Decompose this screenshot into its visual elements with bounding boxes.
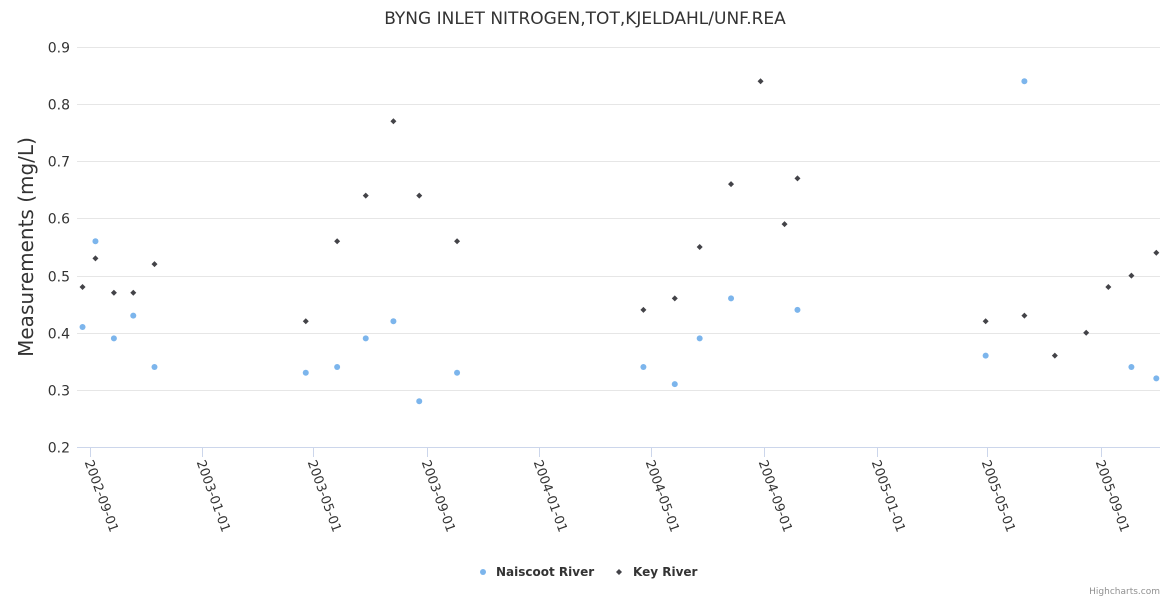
point-naiscoot-river-9[interactable] — [416, 398, 423, 405]
y-tick-label-4: 0.5 — [48, 270, 70, 286]
point-naiscoot-river-6[interactable] — [334, 364, 341, 370]
legend: Naiscoot River Key River — [480, 565, 698, 579]
point-naiscoot-river-5[interactable] — [302, 369, 309, 376]
point-key-river-21[interactable] — [1083, 329, 1090, 336]
legend-marker-key-river — [616, 569, 622, 575]
point-naiscoot-river-18[interactable] — [1128, 364, 1135, 370]
point-key-river-1[interactable] — [92, 255, 99, 262]
credits-link[interactable]: Highcharts.com — [1089, 587, 1160, 597]
point-naiscoot-river-7[interactable] — [362, 335, 369, 342]
point-naiscoot-river-8[interactable] — [390, 318, 397, 325]
point-naiscoot-river-11[interactable] — [640, 364, 647, 370]
point-naiscoot-river-12[interactable] — [671, 381, 678, 388]
point-key-river-4[interactable] — [151, 261, 158, 268]
point-naiscoot-river-10[interactable] — [454, 369, 461, 376]
point-key-river-22[interactable] — [1105, 284, 1112, 290]
point-key-river-16[interactable] — [781, 221, 788, 228]
series-naiscoot-river — [79, 78, 1160, 405]
y-axis-label: Measurements (mg/L) — [14, 137, 38, 357]
point-naiscoot-river-16[interactable] — [982, 352, 989, 359]
point-key-river-13[interactable] — [696, 244, 703, 250]
legend-marker-naiscoot-river — [480, 569, 486, 575]
y-tick-label-5: 0.4 — [48, 327, 70, 343]
point-key-river-6[interactable] — [334, 238, 341, 245]
y-tick-label-6: 0.3 — [48, 384, 70, 400]
point-key-river-11[interactable] — [640, 306, 647, 313]
point-naiscoot-river-2[interactable] — [110, 335, 117, 342]
point-naiscoot-river-3[interactable] — [130, 312, 137, 319]
point-key-river-23[interactable] — [1128, 272, 1135, 279]
point-naiscoot-river-15[interactable] — [794, 306, 801, 313]
y-tick-label-3: 0.6 — [48, 212, 70, 228]
gridlines — [77, 47, 1160, 391]
legend-label-naiscoot-river: Naiscoot River — [496, 565, 594, 579]
point-key-river-0[interactable] — [79, 284, 86, 290]
point-key-river-10[interactable] — [454, 238, 461, 245]
point-naiscoot-river-4[interactable] — [151, 364, 158, 370]
point-key-river-15[interactable] — [757, 78, 764, 85]
point-key-river-20[interactable] — [1051, 352, 1058, 359]
point-key-river-7[interactable] — [362, 192, 369, 199]
chart-title: BYNG INLET NITROGEN,TOT,KJELDAHL/UNF.REA — [384, 9, 786, 29]
series-key-river — [79, 78, 1160, 359]
point-naiscoot-river-17[interactable] — [1021, 78, 1028, 85]
y-tick-label-2: 0.7 — [48, 155, 70, 171]
legend-item-naiscoot-river[interactable]: Naiscoot River — [480, 565, 594, 579]
point-key-river-12[interactable] — [671, 295, 678, 302]
point-naiscoot-river-13[interactable] — [696, 335, 703, 342]
point-naiscoot-river-0[interactable] — [79, 324, 86, 330]
point-key-river-2[interactable] — [110, 289, 117, 296]
point-key-river-19[interactable] — [1021, 312, 1028, 319]
point-key-river-9[interactable] — [416, 192, 423, 199]
point-key-river-8[interactable] — [390, 118, 397, 125]
y-axis-ticks: 0.9 0.8 0.7 0.6 0.5 0.4 0.3 0.2 — [48, 41, 70, 457]
y-tick-label-7: 0.2 — [48, 441, 70, 457]
point-key-river-17[interactable] — [794, 175, 801, 182]
y-tick-label-1: 0.8 — [48, 98, 70, 114]
point-naiscoot-river-14[interactable] — [728, 295, 735, 302]
y-tick-label-0: 0.9 — [48, 41, 70, 57]
legend-item-key-river[interactable]: Key River — [616, 565, 698, 579]
point-key-river-3[interactable] — [130, 289, 137, 296]
point-key-river-5[interactable] — [302, 318, 309, 325]
legend-label-key-river: Key River — [633, 565, 698, 579]
point-key-river-24[interactable] — [1153, 249, 1160, 256]
point-key-river-14[interactable] — [728, 181, 735, 188]
point-naiscoot-river-19[interactable] — [1153, 375, 1160, 382]
point-key-river-18[interactable] — [982, 318, 989, 325]
point-naiscoot-river-1[interactable] — [92, 238, 99, 245]
